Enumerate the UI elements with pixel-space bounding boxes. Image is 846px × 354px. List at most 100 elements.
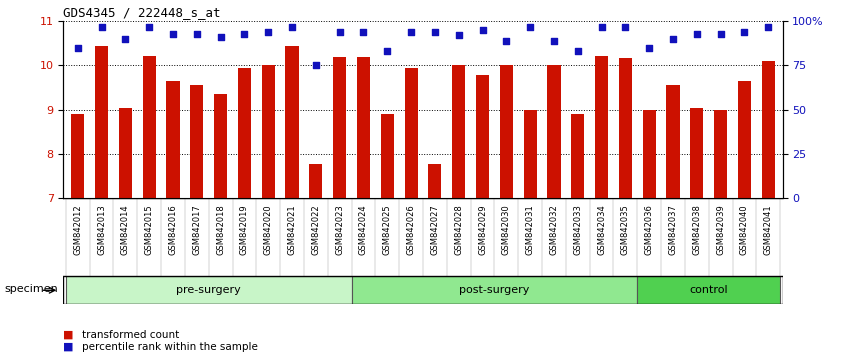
- Bar: [761, 61, 775, 198]
- Point: [618, 24, 632, 29]
- Bar: [238, 68, 251, 198]
- Bar: [261, 65, 275, 198]
- Text: GSM842031: GSM842031: [525, 205, 535, 255]
- Text: GSM842035: GSM842035: [621, 205, 630, 255]
- Text: GSM842037: GSM842037: [668, 205, 678, 255]
- Bar: [310, 164, 322, 198]
- Point: [118, 36, 132, 42]
- Bar: [333, 57, 346, 198]
- Bar: [404, 68, 418, 198]
- Point: [738, 29, 751, 35]
- Bar: [118, 108, 132, 198]
- Text: GSM842022: GSM842022: [311, 205, 321, 255]
- Point: [452, 33, 465, 38]
- Bar: [66, 276, 352, 304]
- Bar: [190, 85, 203, 198]
- Text: GSM842020: GSM842020: [264, 205, 272, 255]
- Text: GSM842034: GSM842034: [597, 205, 606, 255]
- Point: [714, 31, 728, 36]
- Text: GSM842012: GSM842012: [74, 205, 82, 255]
- Text: GSM842013: GSM842013: [97, 205, 106, 255]
- Text: GSM842021: GSM842021: [288, 205, 297, 255]
- Point: [238, 31, 251, 36]
- Bar: [381, 114, 394, 198]
- Text: GSM842032: GSM842032: [549, 205, 558, 255]
- Bar: [167, 81, 179, 198]
- Point: [381, 48, 394, 54]
- Point: [214, 34, 228, 40]
- Bar: [643, 110, 656, 198]
- Bar: [285, 46, 299, 198]
- Bar: [357, 57, 370, 198]
- Bar: [618, 58, 632, 198]
- Bar: [667, 85, 679, 198]
- Bar: [714, 110, 728, 198]
- Point: [690, 31, 704, 36]
- Point: [261, 29, 275, 35]
- Bar: [428, 164, 442, 198]
- Text: GSM842016: GSM842016: [168, 205, 178, 255]
- Text: control: control: [689, 285, 728, 295]
- Bar: [547, 65, 561, 198]
- Bar: [595, 56, 608, 198]
- Point: [357, 29, 371, 35]
- Text: GSM842038: GSM842038: [692, 205, 701, 255]
- Point: [332, 29, 346, 35]
- Text: GSM842030: GSM842030: [502, 205, 511, 255]
- Text: ■: ■: [63, 330, 74, 339]
- Point: [524, 24, 537, 29]
- Text: GSM842025: GSM842025: [382, 205, 392, 255]
- Text: GSM842029: GSM842029: [478, 205, 487, 255]
- Point: [595, 24, 608, 29]
- Point: [71, 45, 85, 51]
- Point: [309, 63, 322, 68]
- Bar: [352, 276, 637, 304]
- Text: GSM842039: GSM842039: [717, 205, 725, 255]
- Text: GSM842018: GSM842018: [216, 205, 225, 255]
- Text: GSM842036: GSM842036: [645, 205, 654, 255]
- Bar: [476, 75, 489, 198]
- Text: GSM842033: GSM842033: [574, 205, 582, 255]
- Text: GSM842040: GSM842040: [740, 205, 749, 255]
- Point: [285, 24, 299, 29]
- Point: [571, 48, 585, 54]
- Text: pre-surgery: pre-surgery: [176, 285, 241, 295]
- Bar: [571, 114, 585, 198]
- Point: [142, 24, 156, 29]
- Point: [428, 29, 442, 35]
- Text: GSM842027: GSM842027: [431, 205, 439, 255]
- Text: percentile rank within the sample: percentile rank within the sample: [82, 342, 258, 352]
- Point: [667, 36, 680, 42]
- Text: GDS4345 / 222448_s_at: GDS4345 / 222448_s_at: [63, 6, 221, 19]
- Point: [642, 45, 656, 51]
- Bar: [95, 46, 108, 198]
- Point: [475, 27, 489, 33]
- Text: GSM842014: GSM842014: [121, 205, 129, 255]
- Text: GSM842026: GSM842026: [407, 205, 415, 255]
- Bar: [690, 108, 703, 198]
- Point: [547, 38, 561, 44]
- Point: [190, 31, 204, 36]
- Text: ■: ■: [63, 342, 74, 352]
- Text: GSM842017: GSM842017: [192, 205, 201, 255]
- Bar: [214, 94, 228, 198]
- Text: GSM842019: GSM842019: [240, 205, 249, 255]
- Text: GSM842015: GSM842015: [145, 205, 154, 255]
- Point: [404, 29, 418, 35]
- Point: [95, 24, 108, 29]
- Bar: [524, 110, 536, 198]
- Point: [761, 24, 775, 29]
- Text: GSM842028: GSM842028: [454, 205, 464, 255]
- Bar: [143, 56, 156, 198]
- Bar: [637, 276, 780, 304]
- Bar: [452, 65, 465, 198]
- Text: transformed count: transformed count: [82, 330, 179, 339]
- Bar: [71, 114, 85, 198]
- Bar: [738, 81, 751, 198]
- Bar: [500, 65, 513, 198]
- Text: GSM842024: GSM842024: [359, 205, 368, 255]
- Point: [166, 31, 179, 36]
- Text: post-surgery: post-surgery: [459, 285, 530, 295]
- Text: specimen: specimen: [4, 284, 58, 293]
- Text: GSM842023: GSM842023: [335, 205, 344, 255]
